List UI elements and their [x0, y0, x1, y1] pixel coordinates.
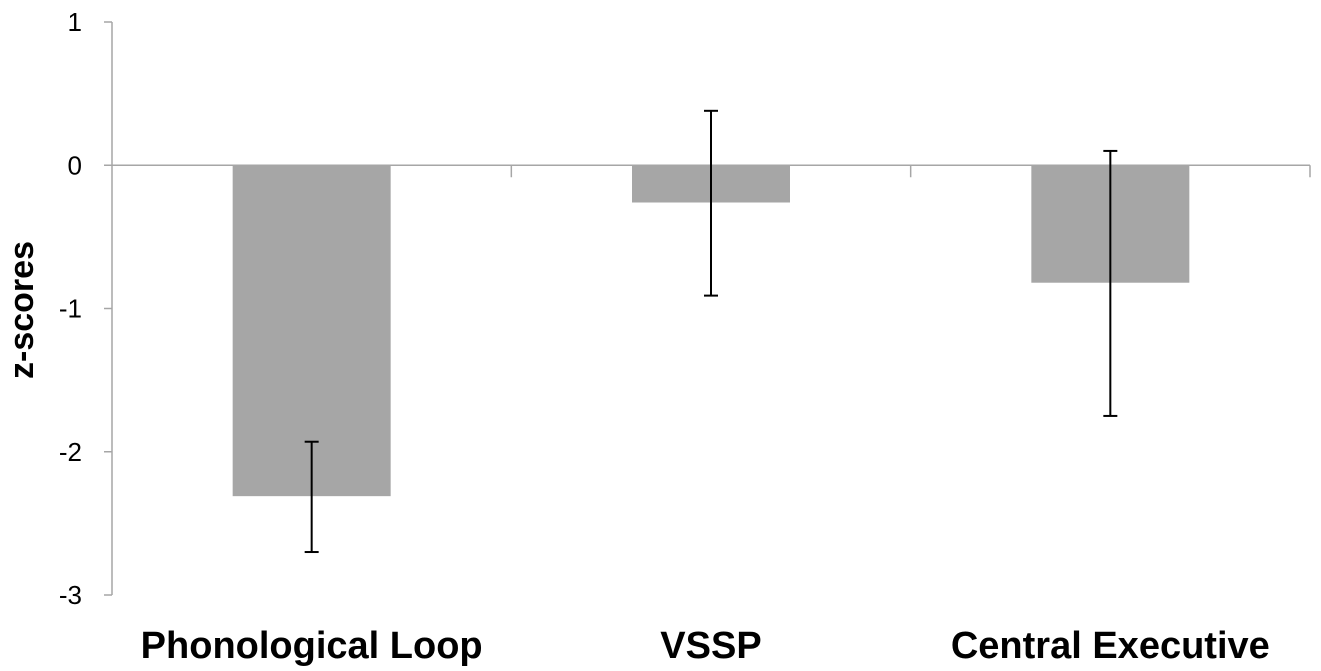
category-label: VSSP	[660, 625, 761, 667]
y-ticks: 1 0 -1 -2 -3	[59, 7, 112, 610]
y-tick-label: -1	[59, 294, 82, 324]
category-label: Central Executive	[951, 625, 1270, 667]
y-tick-label: -3	[59, 580, 82, 610]
error-bars	[304, 109, 1118, 554]
y-axis-label: z-scores	[3, 241, 41, 379]
category-labels: Phonological Loop VSSP Central Executive	[141, 625, 1270, 667]
y-tick-label: 0	[68, 150, 82, 180]
y-tick-label: 1	[68, 7, 82, 37]
category-label: Phonological Loop	[141, 625, 483, 667]
y-tick-label: -2	[59, 437, 82, 467]
